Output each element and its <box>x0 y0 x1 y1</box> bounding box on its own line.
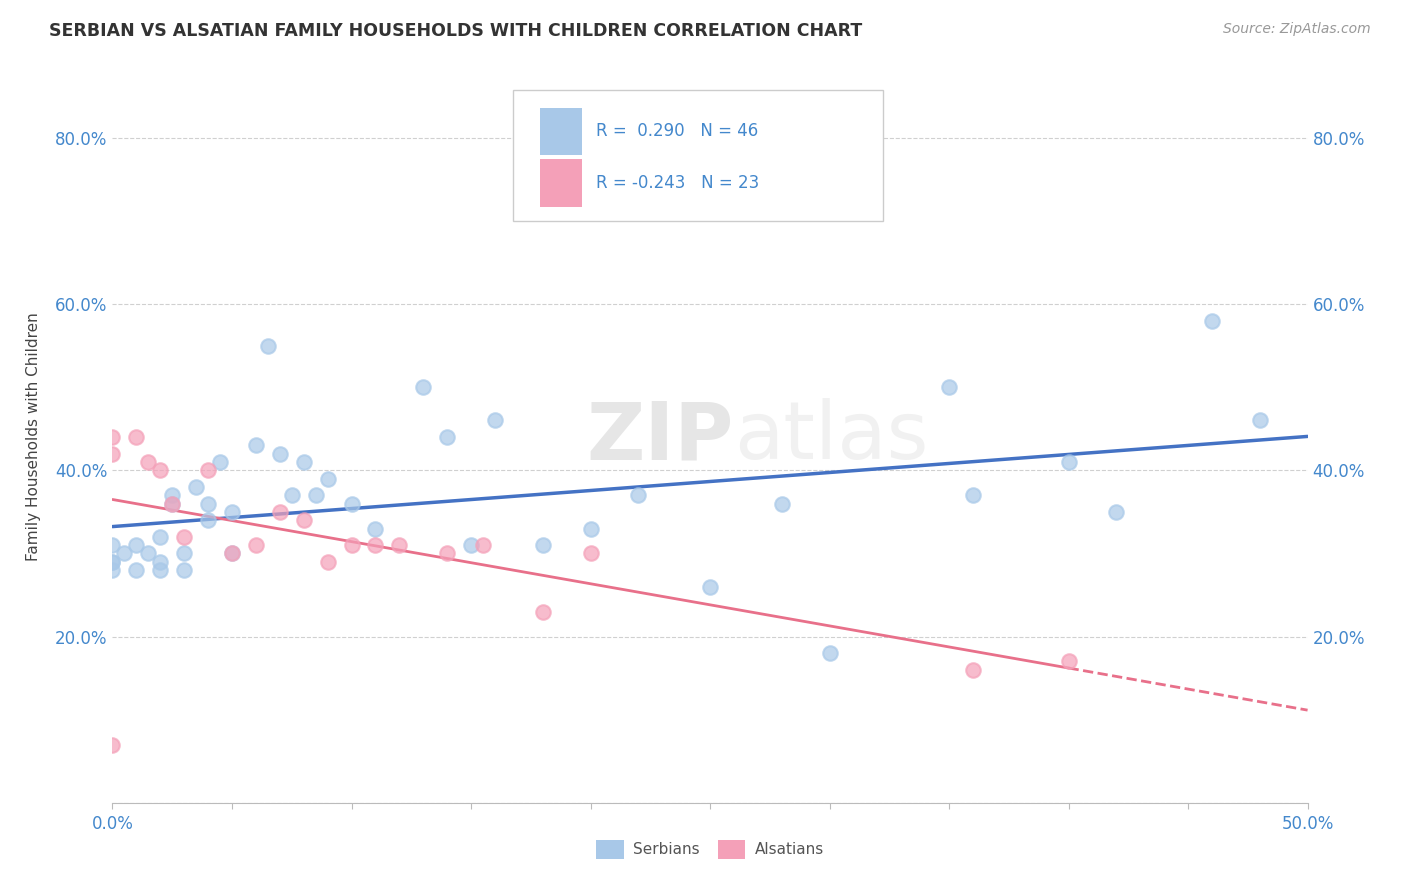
Point <box>186 480 208 494</box>
Point <box>269 505 291 519</box>
Point <box>269 447 291 461</box>
Point <box>579 546 602 560</box>
Point <box>412 380 434 394</box>
Point <box>197 513 219 527</box>
Point <box>340 538 363 552</box>
Point <box>162 497 183 511</box>
Point <box>101 555 124 569</box>
Text: ZIP: ZIP <box>586 398 734 476</box>
Point <box>305 488 328 502</box>
Point <box>770 497 793 511</box>
Point <box>281 488 304 502</box>
Point <box>173 530 195 544</box>
Point <box>221 546 243 560</box>
Point <box>245 538 267 552</box>
Point <box>531 605 554 619</box>
Point <box>125 538 148 552</box>
FancyBboxPatch shape <box>540 108 582 155</box>
Point <box>1057 655 1080 669</box>
Text: R =  0.290   N = 46: R = 0.290 N = 46 <box>596 122 759 140</box>
Point <box>197 463 219 477</box>
Point <box>162 497 183 511</box>
Point <box>1201 314 1223 328</box>
Point <box>101 447 124 461</box>
Point <box>101 738 124 752</box>
Point <box>962 488 984 502</box>
Point <box>436 430 458 444</box>
Point <box>149 555 172 569</box>
Point <box>125 563 148 577</box>
Point <box>292 513 315 527</box>
Point <box>221 505 243 519</box>
FancyBboxPatch shape <box>540 159 582 207</box>
Point <box>197 497 219 511</box>
Y-axis label: Family Households with Children: Family Households with Children <box>27 313 41 561</box>
Legend: Serbians, Alsatians: Serbians, Alsatians <box>591 834 830 864</box>
Point <box>162 488 183 502</box>
Point <box>257 338 280 352</box>
Point <box>388 538 411 552</box>
Point <box>938 380 960 394</box>
Point <box>149 530 172 544</box>
Point <box>699 580 721 594</box>
Point <box>101 563 124 577</box>
Point <box>209 455 232 469</box>
Point <box>221 546 243 560</box>
Point <box>460 538 482 552</box>
Point <box>173 563 195 577</box>
Text: Source: ZipAtlas.com: Source: ZipAtlas.com <box>1223 22 1371 37</box>
Text: R = -0.243   N = 23: R = -0.243 N = 23 <box>596 174 759 192</box>
Point <box>1105 505 1128 519</box>
Point <box>149 563 172 577</box>
Point <box>138 455 160 469</box>
Point <box>531 538 554 552</box>
Point <box>114 546 135 560</box>
Text: SERBIAN VS ALSATIAN FAMILY HOUSEHOLDS WITH CHILDREN CORRELATION CHART: SERBIAN VS ALSATIAN FAMILY HOUSEHOLDS WI… <box>49 22 862 40</box>
Point <box>340 497 363 511</box>
Point <box>627 488 650 502</box>
Point <box>364 521 387 535</box>
Point <box>316 555 339 569</box>
Point <box>138 546 160 560</box>
Point <box>245 438 267 452</box>
Point <box>364 538 387 552</box>
Point <box>818 646 841 660</box>
Point <box>484 413 506 427</box>
Point <box>962 663 984 677</box>
Point <box>472 538 495 552</box>
Point <box>1249 413 1271 427</box>
Point <box>436 546 458 560</box>
Point <box>579 521 602 535</box>
Point <box>316 472 339 486</box>
Point <box>101 430 124 444</box>
Point <box>1057 455 1080 469</box>
Point <box>149 463 172 477</box>
Point <box>125 430 148 444</box>
Point <box>101 555 124 569</box>
Point <box>101 538 124 552</box>
Text: atlas: atlas <box>734 398 928 476</box>
FancyBboxPatch shape <box>513 89 883 221</box>
Point <box>173 546 195 560</box>
Point <box>292 455 315 469</box>
